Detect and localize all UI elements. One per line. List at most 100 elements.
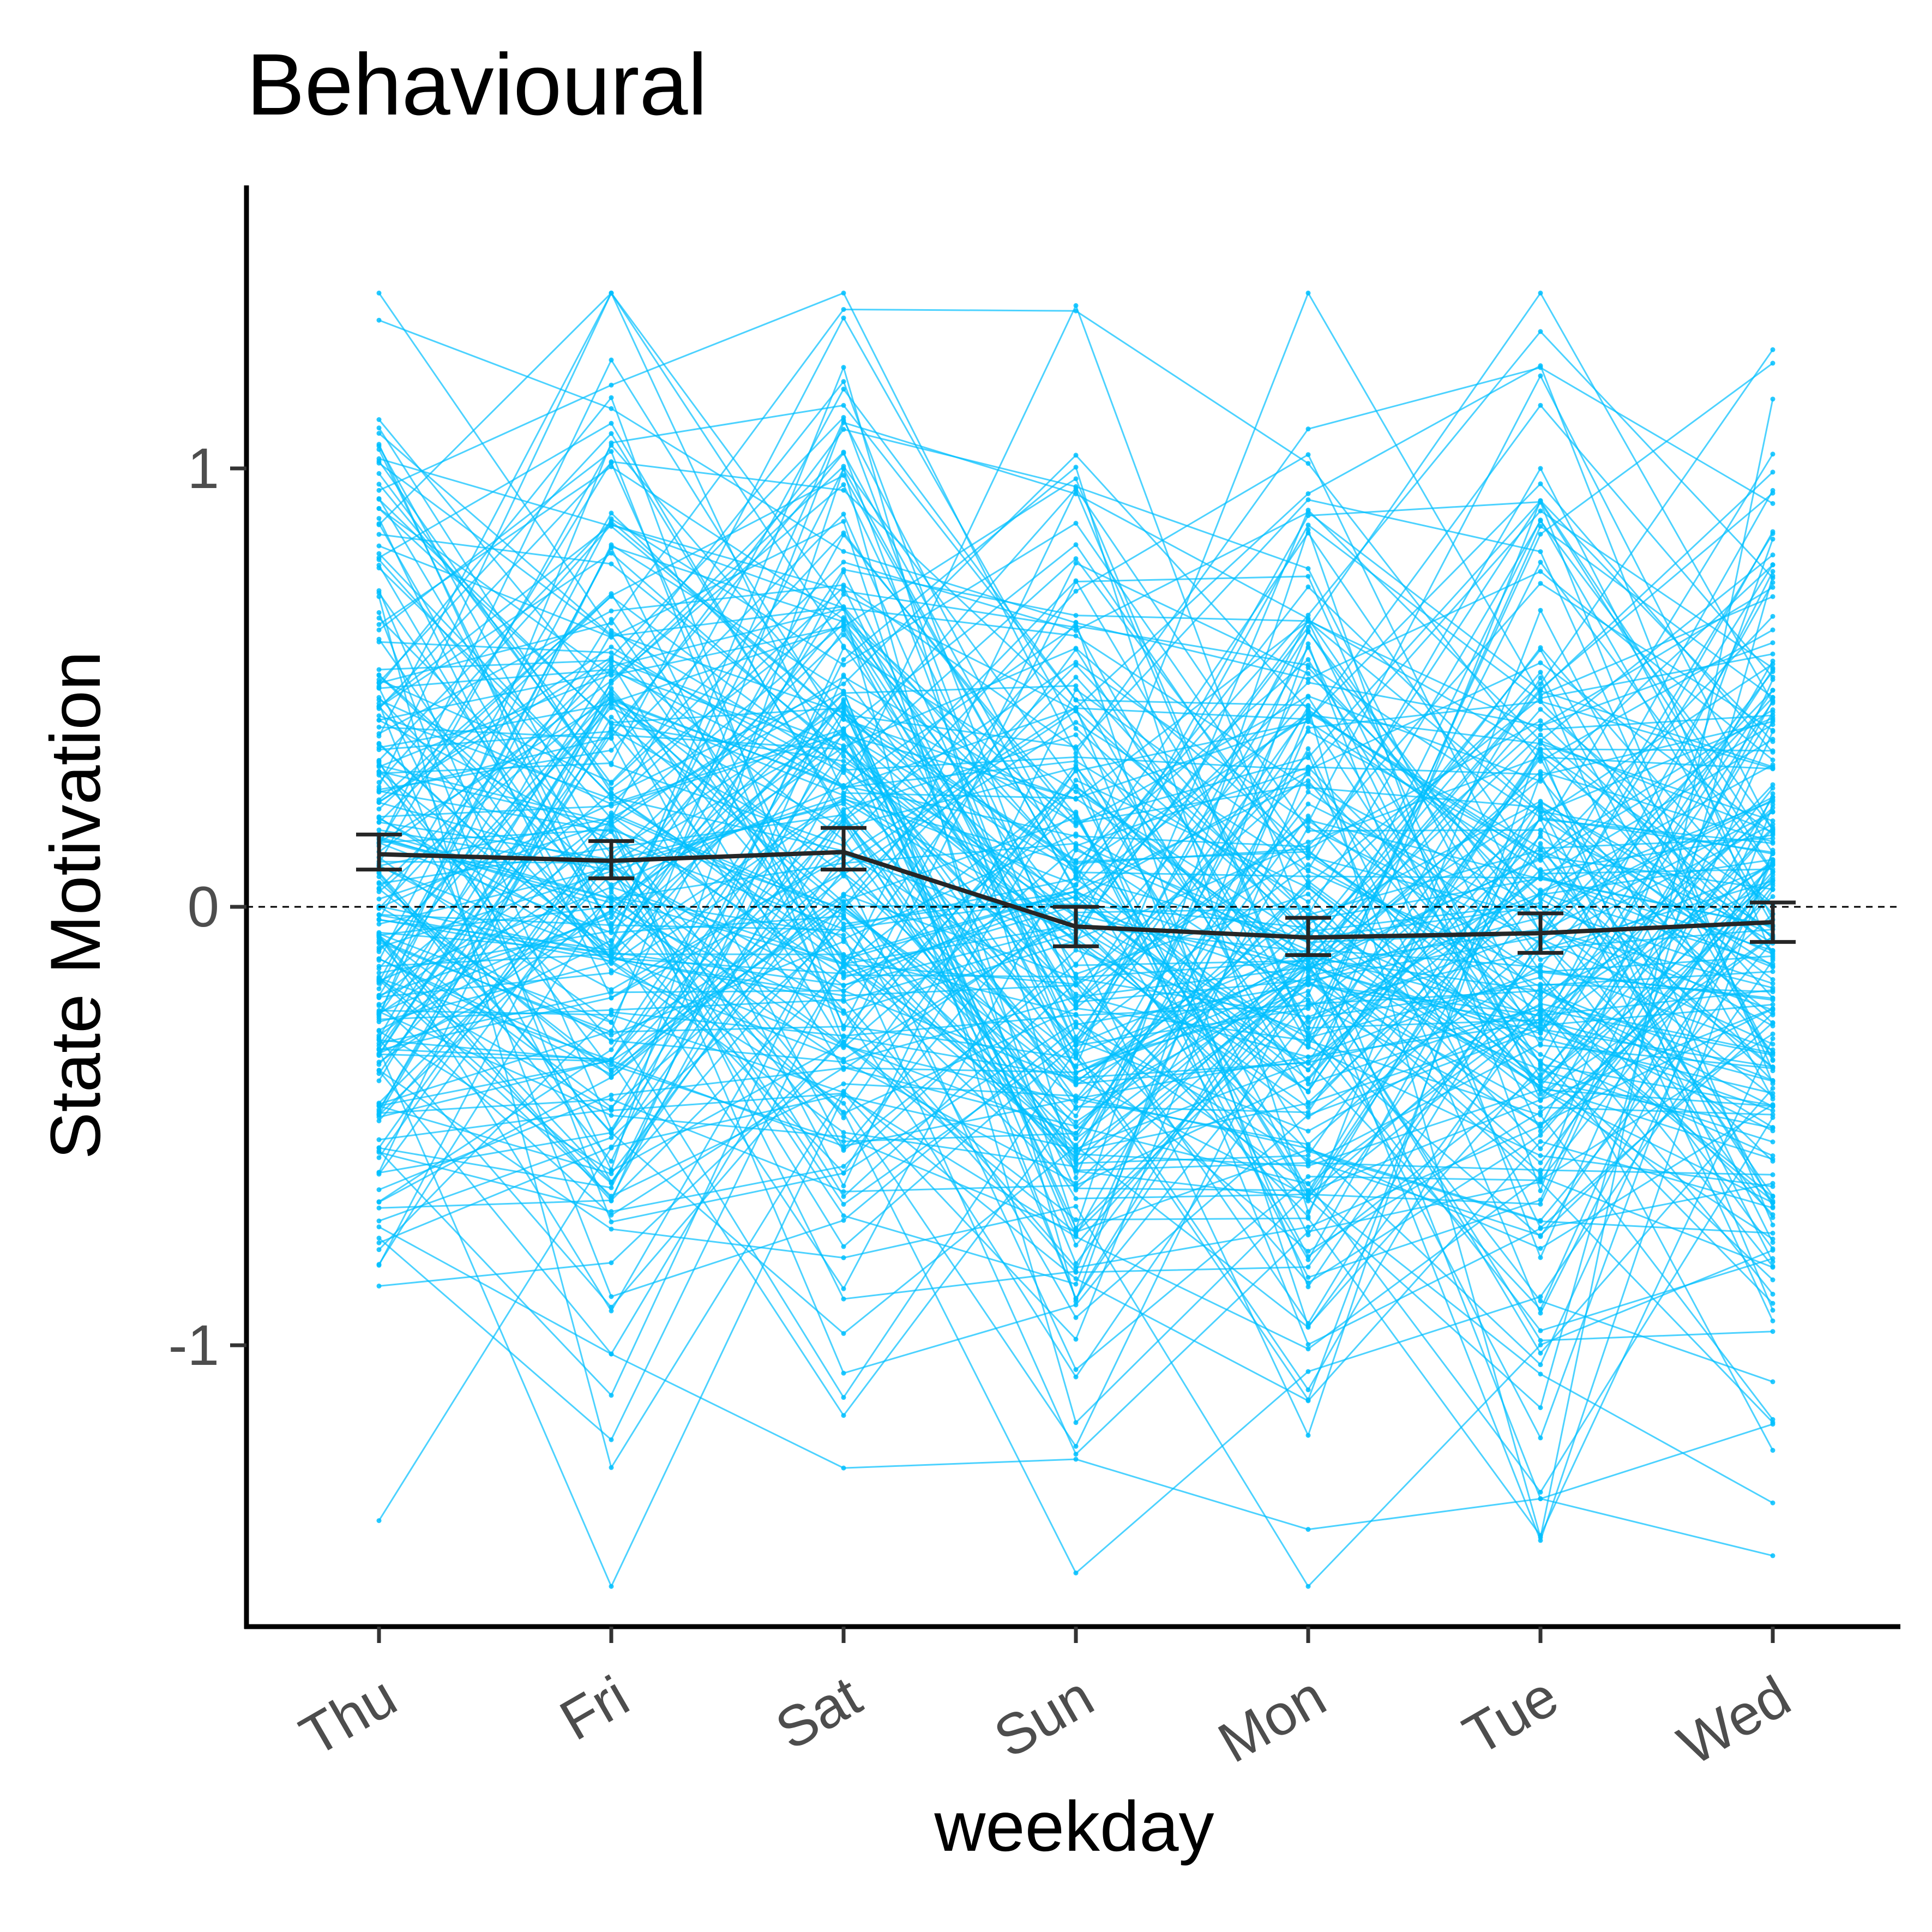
individual-point (1305, 1257, 1311, 1262)
individual-point (1538, 874, 1543, 879)
individual-point (1305, 1105, 1311, 1110)
individual-point (1770, 573, 1775, 579)
y-axis-label: State Motivation (35, 651, 115, 1159)
individual-point (376, 912, 382, 917)
individual-point (841, 900, 846, 905)
individual-point (1073, 726, 1079, 731)
individual-point (1073, 476, 1079, 482)
individual-point (1305, 671, 1311, 676)
individual-point (1305, 676, 1311, 682)
individual-point (841, 532, 846, 538)
individual-point (376, 745, 382, 750)
individual-point (376, 667, 382, 672)
individual-point (1073, 845, 1079, 850)
individual-point (1073, 889, 1079, 894)
individual-point (1073, 485, 1079, 491)
individual-point (1538, 1435, 1543, 1441)
individual-point (1073, 633, 1079, 639)
individual-point (841, 816, 846, 822)
individual-point (1305, 899, 1311, 905)
individual-point (376, 1137, 382, 1142)
individual-point (1305, 963, 1311, 968)
individual-point (1073, 759, 1079, 764)
individual-point (1073, 1420, 1079, 1425)
individual-point (1073, 1570, 1079, 1576)
individual-point (841, 519, 846, 524)
individual-point (1073, 1025, 1079, 1030)
individual-point (1073, 858, 1079, 863)
individual-point (1770, 1157, 1775, 1162)
individual-point (376, 1240, 382, 1245)
individual-point (609, 1196, 614, 1201)
individual-point (609, 1019, 614, 1025)
individual-point (1305, 967, 1311, 973)
individual-point (376, 471, 382, 476)
individual-point (1770, 1240, 1775, 1245)
individual-point (1538, 1001, 1543, 1007)
individual-point (376, 622, 382, 627)
individual-point (1538, 508, 1543, 514)
individual-point (609, 895, 614, 901)
individual-point (1538, 517, 1543, 523)
individual-point (609, 1159, 614, 1164)
individual-point (841, 1194, 846, 1199)
individual-point (1073, 1187, 1079, 1193)
individual-point (1770, 1007, 1775, 1013)
individual-point (376, 1062, 382, 1067)
individual-point (1538, 1015, 1543, 1021)
individual-point (1538, 1036, 1543, 1041)
individual-point (376, 724, 382, 730)
individual-point (609, 420, 614, 426)
individual-point (1073, 1229, 1079, 1235)
individual-point (1770, 1194, 1775, 1199)
individual-point (1770, 961, 1775, 967)
individual-point (1538, 1362, 1543, 1368)
individual-point (1305, 725, 1311, 731)
individual-point (609, 685, 614, 691)
individual-point (1538, 732, 1543, 738)
individual-point (376, 543, 382, 549)
individual-point (1305, 1115, 1311, 1120)
individual-point (1305, 1369, 1311, 1374)
individual-point (1073, 1276, 1079, 1281)
individual-point (841, 1465, 846, 1471)
individual-point (1305, 818, 1311, 823)
individual-point (609, 1092, 614, 1098)
individual-point (1538, 693, 1543, 698)
individual-point (1073, 744, 1079, 749)
individual-point (609, 956, 614, 961)
individual-point (376, 759, 382, 764)
individual-point (1073, 1269, 1079, 1275)
individual-point (376, 741, 382, 746)
individual-point (841, 511, 846, 517)
individual-point (609, 1104, 614, 1110)
individual-point (609, 1047, 614, 1052)
individual-point (609, 827, 614, 833)
individual-point (1538, 747, 1543, 753)
individual-point (609, 544, 614, 549)
individual-point (1073, 1296, 1079, 1301)
individual-point (376, 1262, 382, 1268)
individual-point (1305, 1006, 1311, 1012)
y-tick-label: 1 (188, 437, 219, 501)
individual-point (609, 1584, 614, 1589)
individual-point (1073, 784, 1079, 789)
individual-point (376, 980, 382, 986)
individual-point (1305, 958, 1311, 964)
individual-point (1538, 983, 1543, 988)
individual-point (1073, 754, 1079, 760)
individual-point (1538, 660, 1543, 665)
individual-point (1073, 1055, 1079, 1061)
mean-series (356, 826, 1796, 957)
individual-point (1073, 991, 1079, 997)
individual-point (1538, 607, 1543, 613)
individual-point (1305, 1191, 1311, 1197)
individual-point (1305, 624, 1311, 630)
individual-point (841, 306, 846, 312)
individual-point (609, 900, 614, 906)
individual-point (376, 505, 382, 511)
individual-point (1073, 1175, 1079, 1181)
individual-point (1538, 681, 1543, 687)
y-tick-label: 0 (188, 875, 219, 939)
individual-point (841, 482, 846, 487)
